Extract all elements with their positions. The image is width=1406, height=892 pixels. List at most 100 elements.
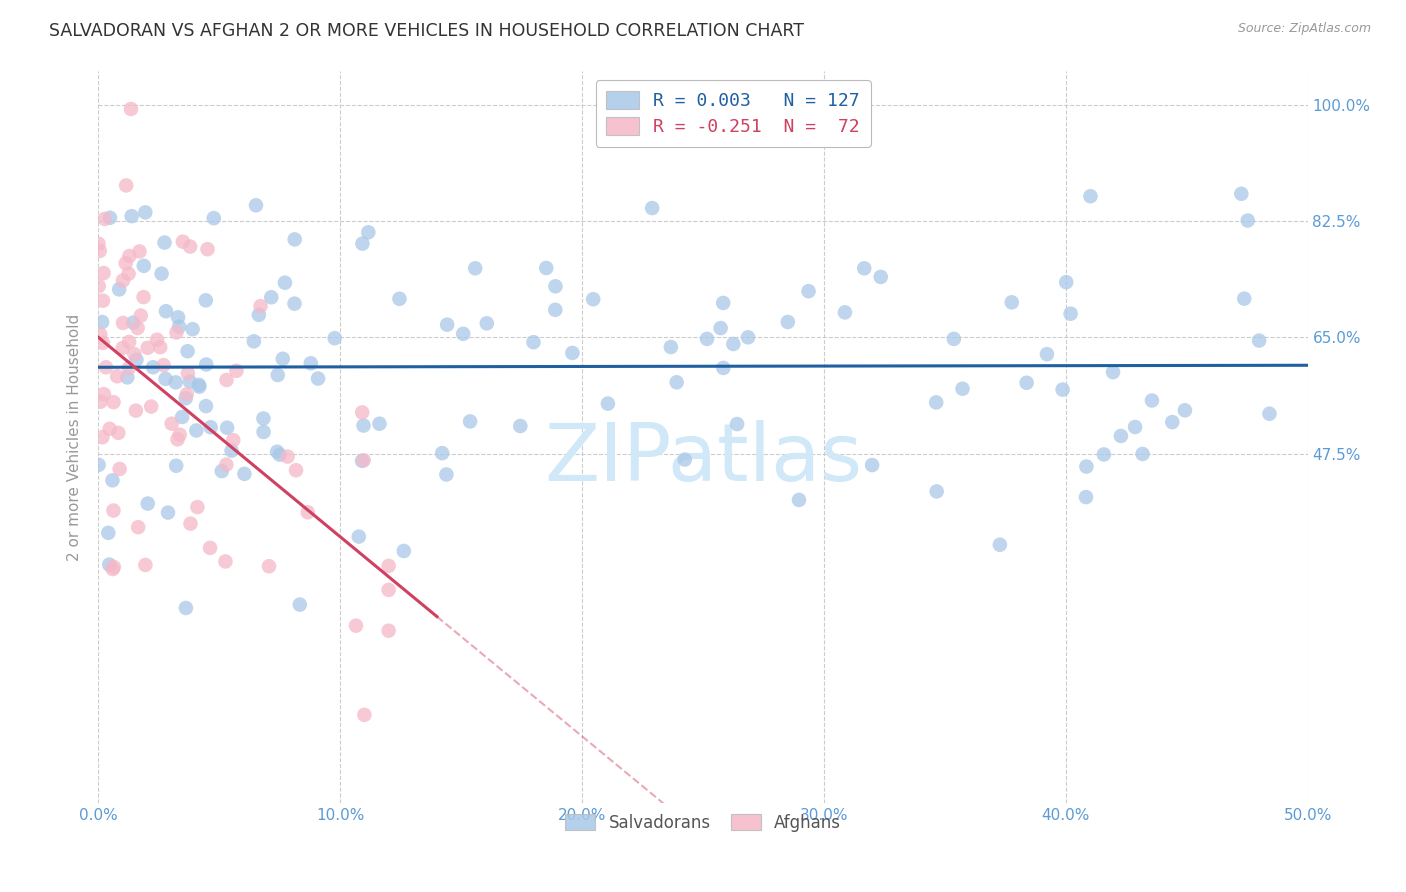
Point — [179, 375, 201, 389]
Point — [114, 256, 136, 270]
Point — [1249, 334, 1271, 348]
Point — [221, 443, 243, 458]
Point — [436, 467, 458, 482]
Point — [988, 538, 1011, 552]
Point — [252, 425, 274, 439]
Point — [544, 302, 567, 317]
Point — [377, 624, 399, 638]
Point — [98, 211, 121, 225]
Point — [458, 414, 481, 428]
Point — [1102, 365, 1125, 379]
Point — [155, 372, 177, 386]
Point — [172, 409, 194, 424]
Point — [283, 296, 305, 310]
Point — [252, 411, 274, 425]
Point — [141, 400, 163, 414]
Point — [711, 296, 734, 310]
Point — [211, 464, 233, 478]
Point — [87, 236, 110, 251]
Point — [91, 315, 114, 329]
Point — [1258, 407, 1281, 421]
Point — [149, 340, 172, 354]
Point — [93, 266, 115, 280]
Point — [347, 530, 370, 544]
Point — [91, 293, 114, 308]
Point — [352, 405, 374, 419]
Point — [172, 235, 194, 249]
Point — [177, 367, 200, 381]
Point — [166, 433, 188, 447]
Point — [787, 492, 810, 507]
Point — [344, 618, 367, 632]
Point — [436, 318, 458, 332]
Point — [544, 279, 567, 293]
Point — [942, 332, 965, 346]
Point — [725, 417, 748, 431]
Point — [118, 249, 141, 263]
Point — [169, 427, 191, 442]
Point — [167, 310, 190, 325]
Point — [853, 261, 876, 276]
Point — [1054, 275, 1077, 289]
Point — [1140, 393, 1163, 408]
Point — [245, 198, 267, 212]
Point — [188, 380, 211, 394]
Point — [1001, 295, 1024, 310]
Point — [451, 326, 474, 341]
Point — [536, 260, 558, 275]
Point — [776, 315, 799, 329]
Point — [641, 201, 664, 215]
Point — [277, 450, 299, 464]
Text: Source: ZipAtlas.com: Source: ZipAtlas.com — [1237, 22, 1371, 36]
Point — [198, 541, 221, 555]
Point — [249, 299, 271, 313]
Point — [142, 360, 165, 375]
Point — [181, 322, 204, 336]
Point — [284, 232, 307, 246]
Point — [186, 500, 208, 514]
Point — [176, 387, 198, 401]
Point — [723, 337, 745, 351]
Point — [186, 424, 208, 438]
Point — [288, 598, 311, 612]
Point — [134, 558, 156, 572]
Point — [267, 368, 290, 382]
Point — [152, 358, 174, 372]
Point — [869, 269, 891, 284]
Point — [200, 420, 222, 434]
Point — [176, 344, 198, 359]
Point — [117, 370, 139, 384]
Point — [266, 444, 288, 458]
Point — [297, 505, 319, 519]
Point — [215, 458, 238, 472]
Point — [1076, 459, 1098, 474]
Point — [464, 261, 486, 276]
Point — [87, 279, 110, 293]
Point — [156, 506, 179, 520]
Point — [353, 707, 375, 722]
Point — [388, 292, 411, 306]
Point — [165, 376, 187, 390]
Point — [214, 554, 236, 568]
Point — [247, 308, 270, 322]
Point — [673, 452, 696, 467]
Point — [271, 351, 294, 366]
Point — [1052, 383, 1074, 397]
Point — [233, 467, 256, 481]
Point — [1233, 292, 1256, 306]
Point — [146, 333, 169, 347]
Point — [1015, 376, 1038, 390]
Point — [111, 273, 134, 287]
Point — [377, 582, 399, 597]
Point — [582, 292, 605, 306]
Point — [118, 361, 141, 376]
Point — [737, 330, 759, 344]
Point — [98, 422, 121, 436]
Point — [125, 403, 148, 417]
Point — [94, 360, 117, 375]
Point — [125, 352, 148, 367]
Point — [108, 462, 131, 476]
Point — [105, 369, 128, 384]
Point — [121, 209, 143, 223]
Point — [665, 376, 688, 390]
